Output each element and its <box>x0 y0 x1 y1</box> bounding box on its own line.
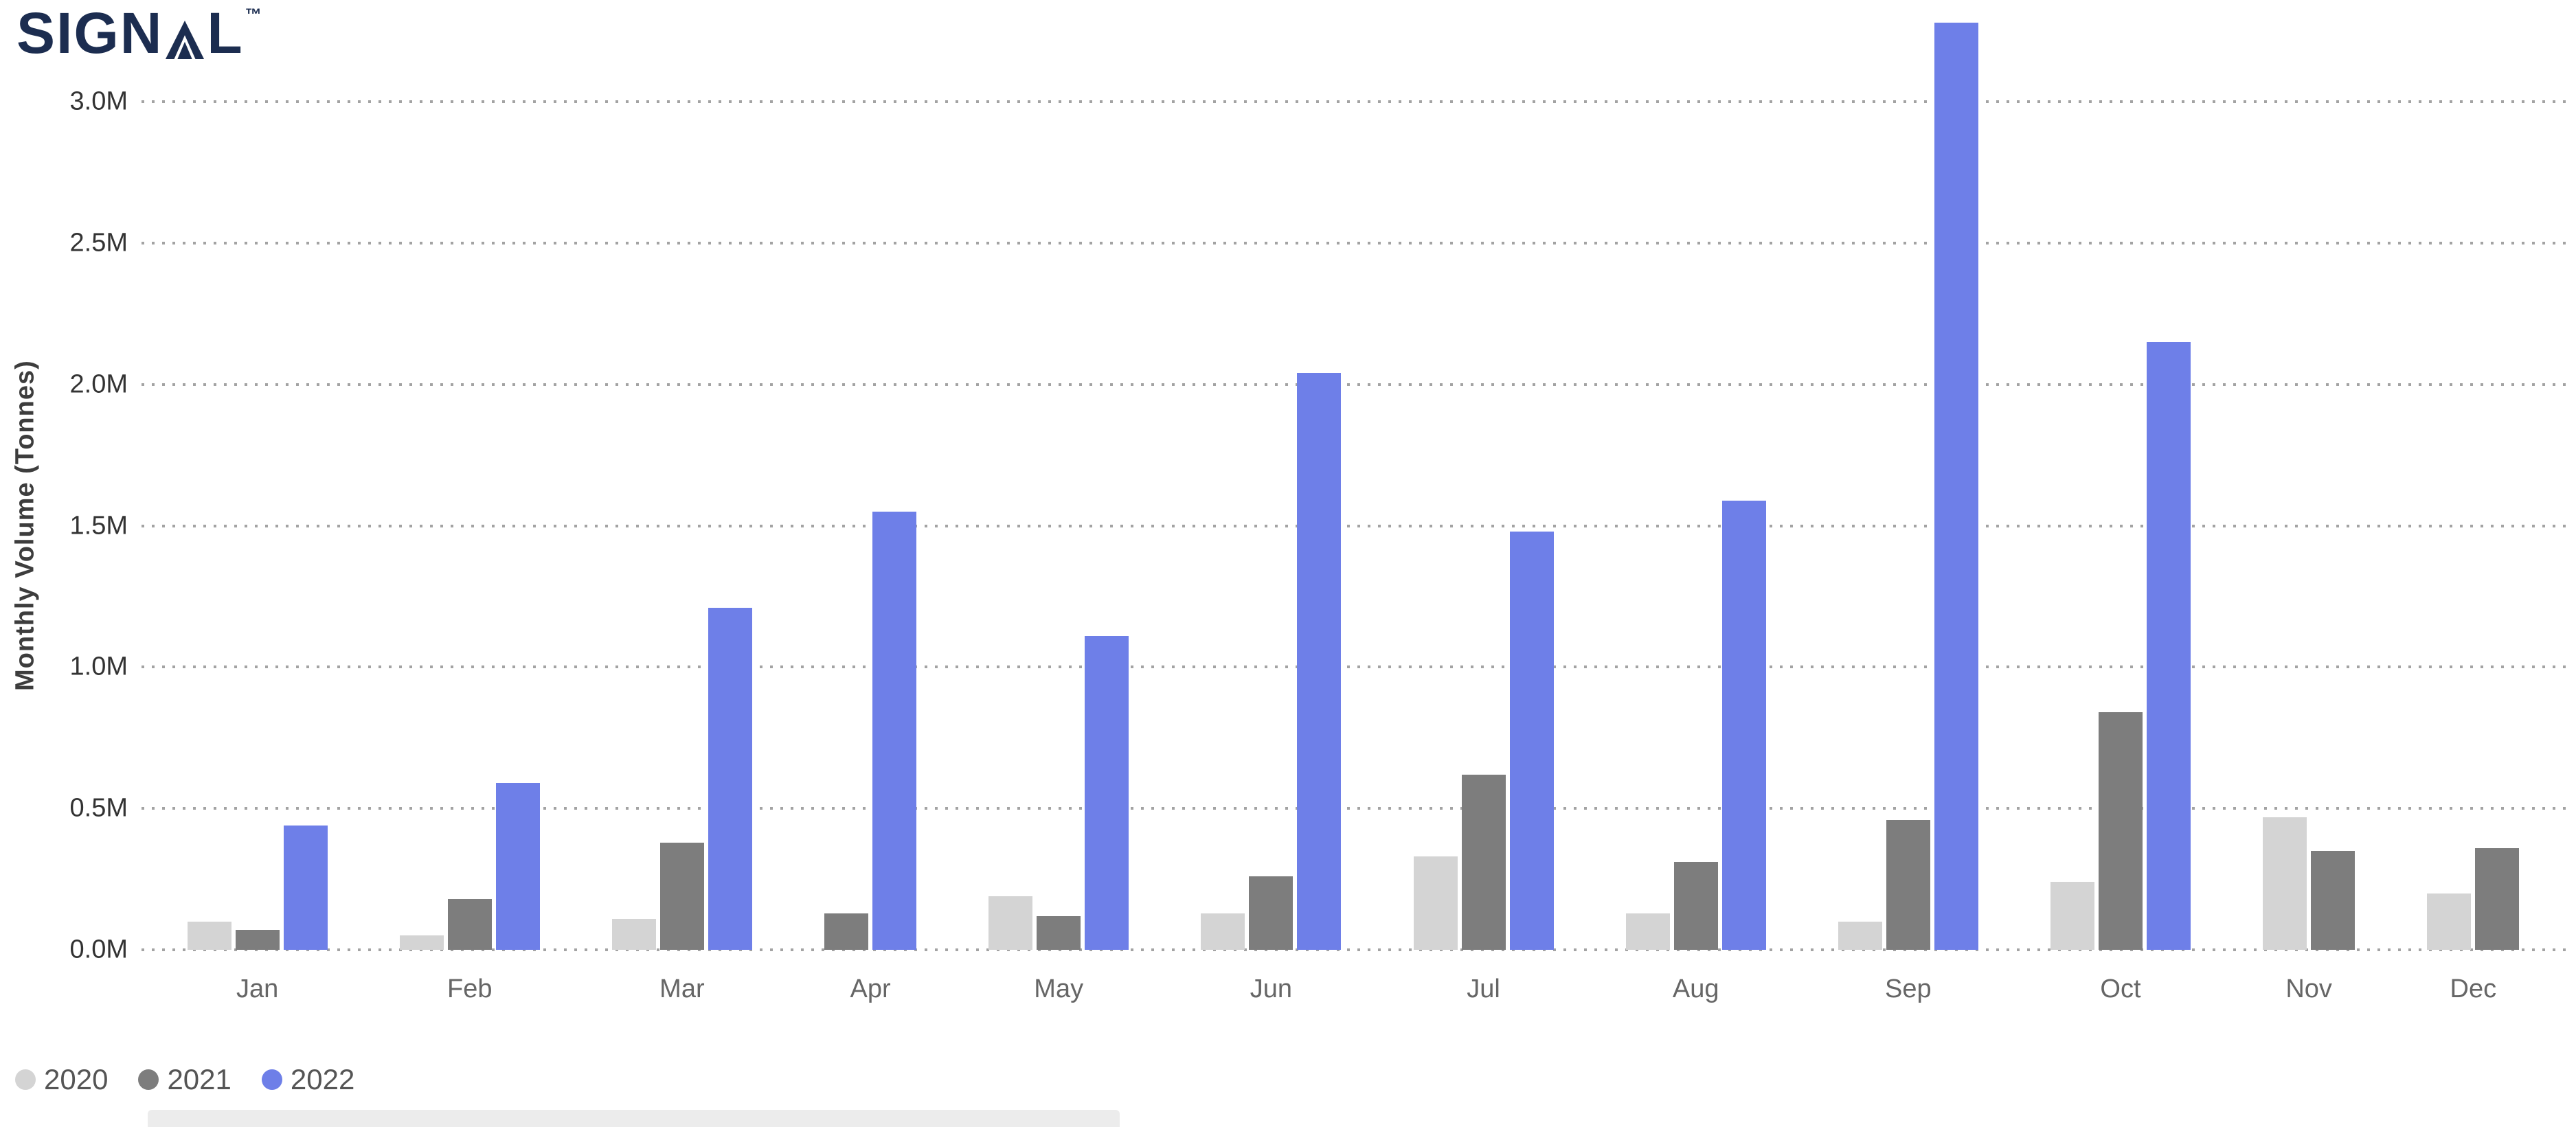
bar-group-sep: Sep <box>1838 23 1978 1003</box>
month-label: Jul <box>1467 975 1500 1003</box>
y-axis-tick-label: 0.0M <box>69 935 128 964</box>
month-label: Aug <box>1672 975 1719 1003</box>
legend-label: 2022 <box>290 1063 355 1095</box>
y-axis-tick-label: 1.0M <box>69 652 128 681</box>
month-label: Sep <box>1885 975 1932 1003</box>
bar-2020-may[interactable] <box>988 896 1033 950</box>
legend-dot <box>15 1069 36 1090</box>
month-label: Oct <box>2100 975 2141 1003</box>
bar-2022-may[interactable] <box>1085 636 1129 950</box>
bar-2021-mar[interactable] <box>659 842 704 950</box>
bar-group-jun: Jun <box>1201 23 1342 1003</box>
bar-2021-oct[interactable] <box>2098 712 2143 950</box>
legend: 2020 2021 2022 <box>15 1062 354 1097</box>
bar-group-may: May <box>988 23 1129 1003</box>
legend-label: 2021 <box>167 1063 231 1095</box>
bar-2020-oct[interactable] <box>2050 882 2094 950</box>
bar-group-nov: Nov <box>2263 23 2355 1003</box>
month-label: Dec <box>2450 975 2497 1003</box>
bar-2020-mar[interactable] <box>611 918 656 950</box>
bar-2021-dec[interactable] <box>2475 847 2520 950</box>
gridline <box>142 807 2569 810</box>
bar-2022-aug[interactable] <box>1721 500 1766 950</box>
y-axis-tick-label: 3.0M <box>69 87 128 116</box>
y-axis-tick-label: 2.0M <box>69 369 128 399</box>
bar-2020-jun[interactable] <box>1201 913 1245 950</box>
bar-2021-jan[interactable] <box>235 930 280 950</box>
bar-2020-nov[interactable] <box>2263 817 2307 950</box>
gridlines <box>137 23 2569 951</box>
bar-group-mar: Mar <box>611 23 752 1003</box>
y-axis-tick-label: 1.5M <box>69 511 128 540</box>
y-axis-title: Monthly Volume (Tonnes) <box>10 360 40 692</box>
gridline <box>142 665 2569 669</box>
bar-group-apr: Apr <box>824 23 917 1003</box>
month-label: Apr <box>850 975 891 1003</box>
bar-2022-oct[interactable] <box>2146 342 2191 950</box>
y-axis-tick-label: 2.5M <box>69 228 128 258</box>
bar-2021-aug[interactable] <box>1673 862 1718 950</box>
gridline <box>142 383 2569 386</box>
bar-2022-jul[interactable] <box>1509 531 1554 950</box>
month-label: Jan <box>236 975 279 1003</box>
signal-logo: SIGN L ™ <box>16 4 263 62</box>
bar-2020-feb[interactable] <box>399 935 444 950</box>
gridline <box>142 242 2569 245</box>
legend-item-2020[interactable]: 2020 <box>15 1063 108 1096</box>
bar-2020-sep[interactable] <box>1838 921 1882 950</box>
plot-area: Jan Feb Mar Apr May Jun Jul Aug Sep Oct Nov Dec <box>137 23 2569 1003</box>
bar-2021-nov[interactable] <box>2311 850 2355 950</box>
bar-2021-jul[interactable] <box>1461 774 1506 950</box>
y-axis-tick-label: 0.5M <box>69 793 128 823</box>
legend-item-2021[interactable]: 2021 <box>138 1063 231 1096</box>
bar-group-oct: Oct <box>2050 23 2191 1003</box>
bar-2022-feb[interactable] <box>495 783 540 950</box>
legend-dot <box>138 1069 159 1090</box>
bar-2022-sep[interactable] <box>1934 23 1978 950</box>
bar-groups: Jan Feb Mar Apr May Jun Jul Aug Sep Oct Nov Dec <box>137 23 2569 1003</box>
bar-2020-jan[interactable] <box>187 921 231 950</box>
bar-2021-apr[interactable] <box>824 913 869 950</box>
bar-2022-mar[interactable] <box>708 607 752 950</box>
gridline <box>142 948 2569 951</box>
gridline <box>142 100 2569 104</box>
logo-text-before: SIGN <box>16 1 163 65</box>
logo-text-after: L <box>207 1 244 65</box>
y-axis-tick-labels: 0.0M 0.5M 1.0M 1.5M 2.0M 2.5M 3.0M <box>48 23 132 964</box>
month-label: Nov <box>2285 975 2332 1003</box>
bar-2021-may[interactable] <box>1037 915 1081 950</box>
bar-group-aug: Aug <box>1625 23 1766 1003</box>
bar-2020-dec[interactable] <box>2427 893 2472 950</box>
legend-item-2022[interactable]: 2022 <box>261 1063 355 1096</box>
legend-label: 2020 <box>44 1063 109 1095</box>
bar-2020-jul[interactable] <box>1413 856 1458 950</box>
month-label: May <box>1034 975 1084 1003</box>
bar-group-dec: Dec <box>2427 23 2520 1003</box>
horizontal-scrollbar[interactable] <box>148 1110 1120 1127</box>
legend-dot <box>261 1069 282 1090</box>
bar-2021-jun[interactable] <box>1249 876 1293 950</box>
bar-2022-jan[interactable] <box>283 825 328 950</box>
bar-group-feb: Feb <box>399 23 540 1003</box>
month-label: Feb <box>447 975 493 1003</box>
month-label: Jun <box>1250 975 1292 1003</box>
bar-2020-aug[interactable] <box>1625 913 1670 950</box>
month-label: Mar <box>659 975 705 1003</box>
trademark-symbol: ™ <box>245 5 263 24</box>
bar-2022-jun[interactable] <box>1297 373 1342 950</box>
signal-a-glyph <box>166 20 205 60</box>
bar-group-jul: Jul <box>1413 23 1554 1003</box>
bar-2021-sep[interactable] <box>1886 819 1930 950</box>
bar-group-jan: Jan <box>187 23 328 1003</box>
gridline <box>142 524 2569 527</box>
bar-2022-apr[interactable] <box>872 512 917 950</box>
bar-2021-feb[interactable] <box>447 898 492 950</box>
